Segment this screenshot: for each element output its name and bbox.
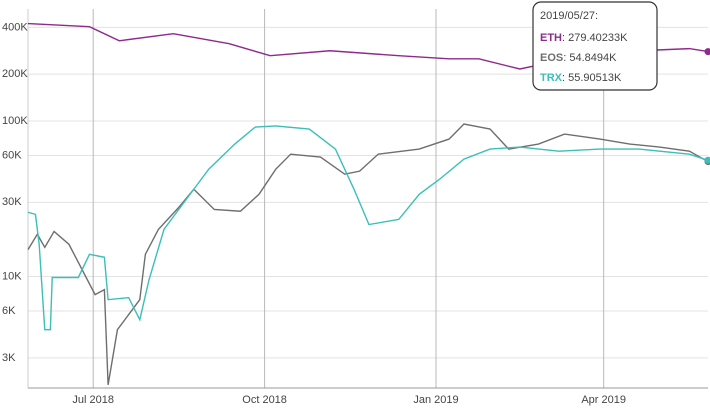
- tooltip-name: ETH: [540, 32, 562, 44]
- y-tick-label: 100K: [2, 115, 28, 127]
- tooltip-title: 2019/05/27:: [540, 10, 598, 22]
- tooltip-name: TRX: [540, 72, 563, 84]
- tooltip-box: [532, 1, 658, 91]
- x-tick-label: Jul 2018: [72, 394, 114, 406]
- end-marker: [704, 156, 710, 164]
- series-line: [27, 123, 709, 386]
- y-tick-label: 60K: [2, 149, 22, 161]
- tooltip-value: : 54.8494K: [563, 52, 617, 64]
- tooltip-value: : 279.40233K: [562, 32, 628, 44]
- y-tick-label: 10K: [2, 270, 22, 282]
- tooltip-name: EOS: [540, 52, 563, 64]
- x-tick-label: Oct 2018: [242, 394, 287, 406]
- y-tick-label: 6K: [2, 305, 16, 317]
- tooltip-item: ETH: 279.40233K: [540, 32, 628, 44]
- end-marker: [704, 48, 710, 56]
- tooltip-item: EOS: 54.8494K: [540, 52, 617, 64]
- y-tick-label: 3K: [2, 352, 16, 364]
- x-tick-label: Apr 2019: [581, 394, 626, 406]
- y-tick-label: 400K: [2, 21, 28, 33]
- tooltip-item: TRX: 55.90513K: [540, 72, 622, 84]
- y-tick-label: 30K: [2, 196, 22, 208]
- series-line: [27, 125, 709, 331]
- tooltip-value: : 55.90513K: [562, 72, 622, 84]
- x-tick-label: Jan 2019: [413, 394, 458, 406]
- y-tick-label: 200K: [2, 68, 28, 80]
